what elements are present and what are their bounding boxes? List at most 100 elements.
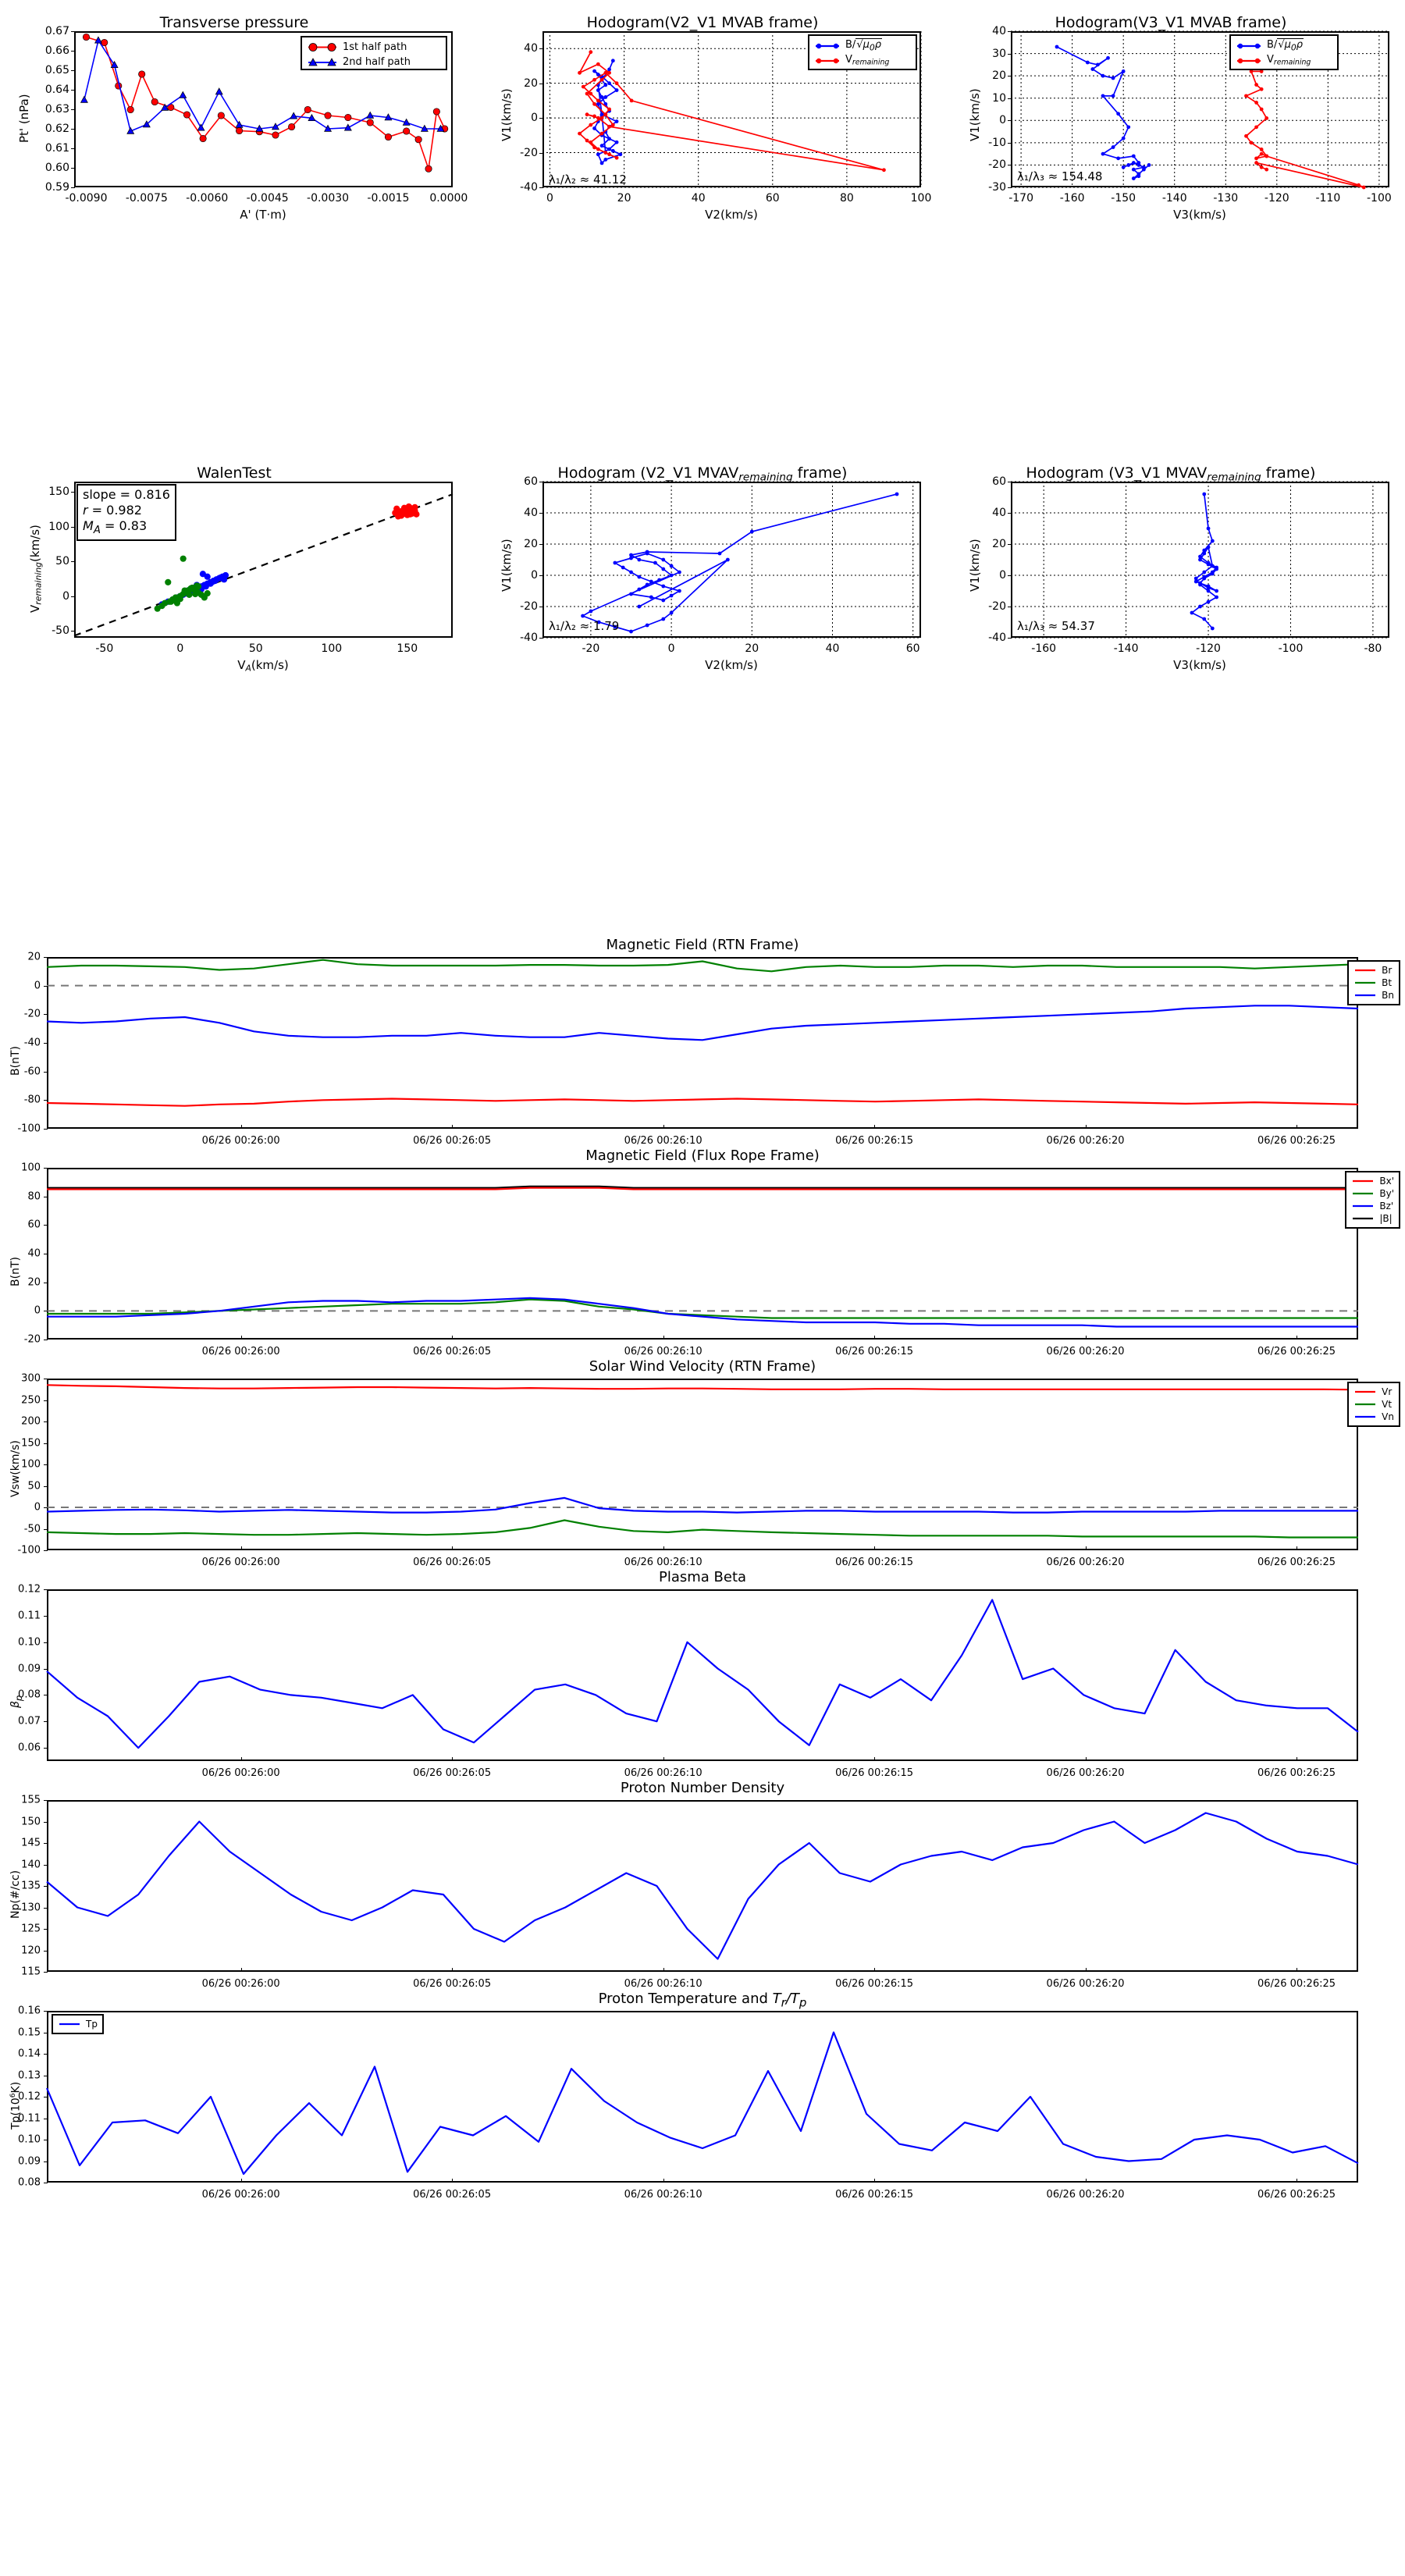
- transverse-pressure-legend: 1st half path 2nd half path: [301, 36, 447, 70]
- y-tick-label: -100: [17, 1544, 41, 1557]
- x-tick-label: 0.0000: [429, 192, 468, 205]
- y-tick-label: 0.12: [18, 1583, 41, 1596]
- x-tick-label: -160: [1031, 642, 1057, 655]
- y-tick-label: 60: [27, 1219, 41, 1231]
- y-tick: [71, 31, 75, 32]
- time-tick-label: 06/26 00:26:25: [1257, 2189, 1336, 2201]
- hodogram-v2v1-mvav-xlabel: V2(km/s): [705, 658, 758, 672]
- y-tick: [44, 1950, 48, 1952]
- y-tick-label: 125: [21, 1923, 41, 1935]
- legend-label-balfven: B/√μ0ρ: [1267, 37, 1304, 53]
- plasma_beta-title: Plasma Beta: [658, 1569, 747, 1585]
- y-tick-label: 0: [62, 589, 69, 603]
- hodogram-v2v1-mvab-legend: B/√μ0ρ Vremaining: [808, 34, 917, 70]
- y-tick: [1008, 513, 1012, 514]
- time-tick-label: 06/26 00:26:20: [1046, 2189, 1125, 2201]
- legend-label-vremaining: Vremaining: [1267, 54, 1311, 67]
- hodogram-v3v1-mvav-plot: [1011, 481, 1389, 639]
- y-tick-label: -30: [988, 181, 1006, 194]
- legend-label-vt: Vt: [1382, 1399, 1393, 1410]
- y-tick: [44, 1668, 48, 1670]
- tp_temp-plot: [45, 2031, 1359, 2176]
- y-tick: [539, 187, 543, 188]
- np_density-plot: [46, 1812, 1359, 1960]
- plasma_beta-ylabel: βp: [9, 1695, 24, 1708]
- y-tick-label: -20: [23, 1008, 41, 1020]
- x-tick-label: -100: [1367, 192, 1392, 205]
- y-tick-label: 115: [21, 1966, 41, 1978]
- legend-label-bx: Bx': [1379, 1176, 1394, 1187]
- time-tick-label: 06/26 00:26:00: [201, 1767, 280, 1779]
- y-tick: [44, 1168, 48, 1169]
- hodogram-v3v1-mvav-ylabel: V1(km/s): [968, 539, 982, 592]
- time-tick: [1085, 1336, 1087, 1340]
- panel-b-rtn: Magnetic Field (RTN Frame) -100 -80 -60 -40 -…: [0, 937, 1405, 1163]
- y-tick: [539, 118, 543, 119]
- walen-ma: MA = 0.83: [83, 518, 148, 537]
- y-tick: [44, 957, 48, 958]
- y-tick-label: -20: [988, 600, 1006, 613]
- hodogram-v2v1-mvab-ylabel: V1(km/s): [500, 88, 514, 141]
- y-tick-label: -20: [520, 600, 538, 613]
- legend-label-balfven: B/√μ0ρ: [845, 37, 883, 53]
- panel-transverse-pressure: Transverse pressure 1st half path 2nd ha…: [0, 14, 468, 222]
- y-tick-label: -10: [988, 136, 1006, 149]
- y-tick: [71, 109, 75, 110]
- time-tick-label: 06/26 00:26:20: [1046, 1135, 1125, 1147]
- panel-hodogram-v2v1-mvab: Hodogram(V2_V1 MVAB frame) B/√μ0ρ Vremai…: [468, 14, 937, 222]
- walen-r: r = 0.982: [83, 503, 142, 518]
- time-tick: [663, 1336, 664, 1340]
- y-tick-label: 0.64: [44, 84, 69, 96]
- plasma_beta-plot: [46, 1599, 1359, 1749]
- x-tick-label: 100: [910, 192, 932, 205]
- y-tick-label: 40: [27, 1247, 41, 1260]
- y-tick-label: 0.07: [18, 1715, 41, 1727]
- x-tick-label: -140: [1113, 642, 1139, 655]
- panel-plasma-beta: Plasma Beta 0.06 0.07 0.08 0.09 0.10 0.11 0.12 0…: [0, 1569, 1405, 1795]
- y-tick-label: 0.10: [18, 1636, 41, 1649]
- y-tick: [539, 638, 543, 639]
- y-tick: [44, 1821, 48, 1823]
- time-tick-label: 06/26 00:26:20: [1046, 1978, 1125, 1990]
- time-tick-label: 06/26 00:26:05: [413, 1135, 492, 1147]
- hodogram-v2v1-mvav-title: Hodogram (V2_V1 MVAVremaining frame): [557, 464, 848, 484]
- y-tick-label: 60: [992, 475, 1006, 488]
- vsw_rtn-title: Solar Wind Velocity (RTN Frame): [589, 1358, 816, 1375]
- y-tick: [44, 1642, 48, 1643]
- x-tick-label: -140: [1161, 192, 1187, 205]
- y-tick-label: 10: [992, 91, 1006, 105]
- plasma_beta-axes: [47, 1589, 1358, 1761]
- y-tick: [44, 1748, 48, 1749]
- time-tick-label: 06/26 00:26:20: [1046, 1557, 1125, 1568]
- y-tick-label: -50: [52, 624, 69, 638]
- y-tick-label: 20: [27, 1276, 41, 1289]
- b_fluxrope-plot: [47, 1185, 1358, 1328]
- tp_temp-legend: Tp: [52, 2014, 104, 2034]
- y-tick-label: 0.63: [44, 103, 69, 116]
- y-tick-label: 140: [21, 1859, 41, 1870]
- time-tick: [240, 1336, 242, 1340]
- time-tick-label: 06/26 00:26:05: [413, 1557, 492, 1568]
- time-tick-label: 06/26 00:26:10: [624, 1135, 702, 1147]
- hodogram-v3v1-mvab-xlabel: V3(km/s): [1173, 208, 1226, 222]
- x-tick-label: 60: [765, 192, 780, 205]
- transverse-pressure-xlabel: A' (T·m): [240, 208, 286, 222]
- y-tick: [44, 2161, 48, 2162]
- hodogram-v3v1-mvav-xlabel: V3(km/s): [1173, 658, 1226, 672]
- y-tick-label: 0.60: [44, 162, 69, 174]
- hodogram-v3v1-mvab-title: Hodogram(V3_V1 MVAB frame): [1055, 14, 1287, 31]
- hodogram-v2v1-mvav-annotation: λ₁/λ₂ ≈ 1.79: [549, 619, 620, 633]
- y-tick-label: -20: [520, 146, 538, 159]
- y-tick-label: 40: [524, 507, 538, 519]
- time-tick-label: 06/26 00:26:15: [835, 1557, 914, 1568]
- y-tick-label: 20: [524, 76, 538, 90]
- time-tick-label: 06/26 00:26:00: [201, 1978, 280, 1990]
- y-tick: [539, 544, 543, 545]
- y-tick: [44, 1886, 48, 1887]
- y-tick-label: -100: [17, 1123, 41, 1135]
- y-tick-label: -40: [23, 1037, 41, 1049]
- hodogram-v3v1-mvav-title: Hodogram (V3_V1 MVAVremaining frame): [1026, 464, 1316, 484]
- x-tick-label: 100: [321, 642, 343, 655]
- y-tick-label: 135: [21, 1880, 41, 1892]
- y-tick-label: 20: [992, 538, 1006, 550]
